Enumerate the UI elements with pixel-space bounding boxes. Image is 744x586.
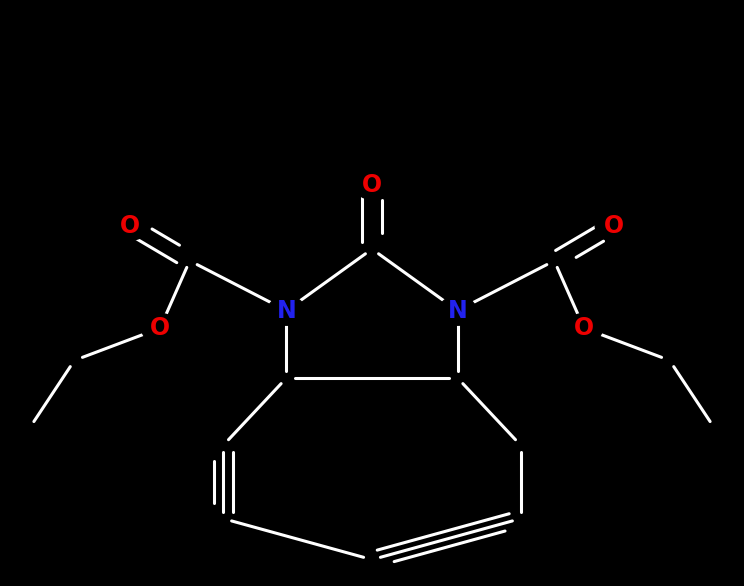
Circle shape — [141, 314, 179, 343]
Circle shape — [353, 170, 391, 199]
Text: O: O — [120, 214, 141, 237]
Circle shape — [112, 211, 149, 240]
Text: N: N — [448, 299, 467, 322]
Text: O: O — [603, 214, 624, 237]
Text: N: N — [277, 299, 296, 322]
Circle shape — [595, 211, 632, 240]
Text: O: O — [574, 316, 594, 340]
Text: O: O — [362, 173, 382, 196]
Circle shape — [439, 296, 476, 325]
Circle shape — [565, 314, 603, 343]
Circle shape — [268, 296, 305, 325]
Text: O: O — [150, 316, 170, 340]
